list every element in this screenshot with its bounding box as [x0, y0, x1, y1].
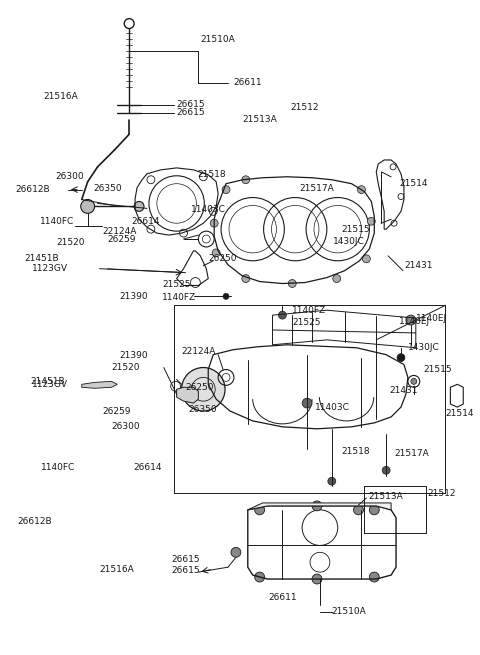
Circle shape: [134, 202, 144, 212]
Text: 21510A: 21510A: [200, 35, 235, 44]
Circle shape: [223, 293, 229, 299]
Text: 26259: 26259: [103, 407, 131, 416]
Circle shape: [210, 219, 218, 227]
Text: 26615: 26615: [171, 567, 200, 575]
Circle shape: [255, 505, 264, 515]
Text: 21518: 21518: [342, 447, 370, 456]
Circle shape: [358, 185, 365, 194]
Text: 22124A: 22124A: [181, 347, 216, 356]
Circle shape: [333, 274, 341, 282]
Text: 21512: 21512: [290, 103, 319, 112]
Text: 26615: 26615: [171, 555, 200, 564]
Text: 1140FZ: 1140FZ: [292, 306, 326, 314]
Text: 26611: 26611: [233, 79, 262, 87]
Text: 1123GV: 1123GV: [32, 380, 68, 389]
Text: 21520: 21520: [111, 363, 140, 372]
Text: 1430JC: 1430JC: [333, 237, 364, 246]
Circle shape: [328, 477, 336, 485]
Circle shape: [231, 548, 241, 557]
Text: 26612B: 26612B: [17, 517, 52, 526]
Text: 26300: 26300: [111, 422, 140, 432]
Text: 26611: 26611: [269, 593, 298, 602]
Text: 21512: 21512: [428, 489, 456, 498]
Text: 21518: 21518: [198, 170, 226, 179]
Text: 22124A: 22124A: [103, 227, 137, 236]
Text: 1140FC: 1140FC: [40, 217, 74, 226]
Text: 26615: 26615: [177, 108, 205, 117]
Text: 21525: 21525: [162, 280, 191, 289]
Text: 26300: 26300: [55, 172, 84, 181]
Text: 26250: 26250: [186, 383, 214, 392]
Circle shape: [367, 217, 375, 225]
Circle shape: [397, 354, 405, 362]
Circle shape: [288, 280, 296, 288]
Text: 21510A: 21510A: [332, 607, 367, 616]
Text: 26614: 26614: [133, 464, 162, 472]
Text: 11403C: 11403C: [191, 205, 225, 214]
Text: 21513A: 21513A: [368, 491, 403, 500]
Circle shape: [278, 311, 287, 319]
Polygon shape: [82, 381, 117, 388]
Text: 1140EJ: 1140EJ: [416, 314, 447, 323]
Text: 1140FC: 1140FC: [41, 464, 75, 472]
Text: 26250: 26250: [208, 254, 237, 263]
Text: 21514: 21514: [399, 179, 428, 188]
Circle shape: [369, 572, 379, 582]
Circle shape: [382, 466, 390, 474]
Text: 26615: 26615: [177, 100, 205, 109]
Text: 1430JC: 1430JC: [408, 343, 440, 352]
Text: 1140FZ: 1140FZ: [162, 293, 196, 301]
Circle shape: [312, 501, 322, 511]
Text: 21517A: 21517A: [300, 184, 335, 193]
Circle shape: [255, 572, 264, 582]
Circle shape: [181, 367, 225, 411]
Text: 26612B: 26612B: [15, 185, 50, 194]
Text: 21515: 21515: [341, 225, 370, 234]
Circle shape: [406, 315, 416, 325]
Text: 21390: 21390: [120, 292, 148, 301]
Circle shape: [81, 200, 95, 214]
Text: 21517A: 21517A: [394, 449, 429, 458]
Text: 1140EJ: 1140EJ: [399, 316, 431, 326]
Circle shape: [362, 255, 371, 263]
Polygon shape: [248, 503, 391, 510]
Text: 21431: 21431: [404, 261, 432, 271]
Circle shape: [312, 574, 322, 584]
Circle shape: [222, 185, 230, 194]
Text: 26614: 26614: [131, 217, 160, 226]
Text: 26350: 26350: [93, 185, 122, 193]
Text: 21390: 21390: [120, 351, 148, 360]
Text: 26259: 26259: [108, 234, 136, 244]
Circle shape: [354, 505, 363, 515]
Text: 21431: 21431: [390, 386, 418, 396]
Circle shape: [212, 249, 220, 257]
Circle shape: [302, 398, 312, 408]
Text: 21525: 21525: [292, 318, 321, 327]
Polygon shape: [177, 387, 198, 403]
Text: 11403C: 11403C: [315, 403, 350, 411]
Circle shape: [369, 505, 379, 515]
Text: 21516A: 21516A: [99, 565, 134, 574]
Text: 21515: 21515: [424, 365, 452, 374]
Circle shape: [411, 379, 417, 384]
Circle shape: [242, 274, 250, 282]
Text: 21451B: 21451B: [24, 253, 59, 263]
Text: 26350: 26350: [189, 405, 217, 413]
Circle shape: [242, 176, 250, 183]
Text: 21451B: 21451B: [30, 377, 65, 386]
Text: 21516A: 21516A: [43, 92, 78, 101]
Text: 21513A: 21513A: [243, 115, 277, 124]
Text: 1123GV: 1123GV: [32, 264, 68, 273]
Text: 21514: 21514: [445, 409, 474, 419]
Text: 21520: 21520: [57, 238, 85, 246]
